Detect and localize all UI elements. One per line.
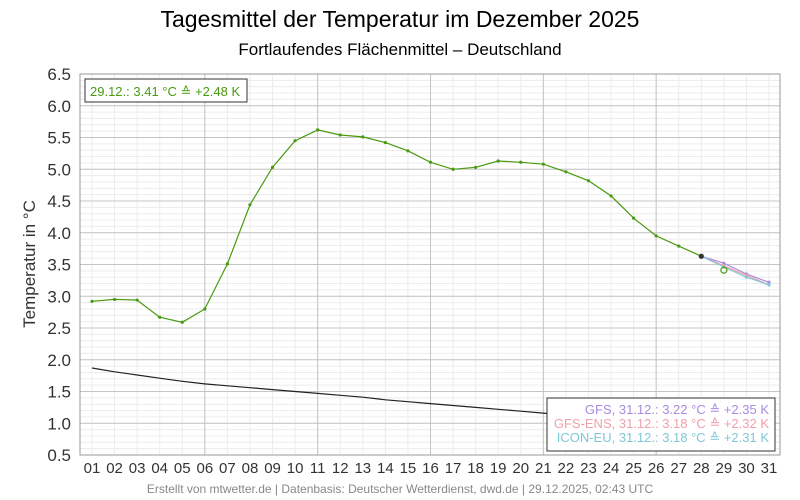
- y-tick-label: 6.5: [47, 65, 71, 84]
- x-tick-label: 10: [287, 460, 304, 477]
- legend-box: [546, 397, 776, 452]
- y-tick-label: 1.5: [47, 383, 71, 402]
- observed-data-point: [496, 159, 500, 163]
- legend-entry: GFS-ENS, 31.12.: 3.18 °C ≙ +2.32 K: [554, 416, 769, 431]
- x-tick-label: 02: [106, 460, 123, 477]
- footer-credit: Erstellt von mtwetter.de | Datenbasis: D…: [146, 482, 654, 496]
- observed-data-point: [586, 179, 591, 183]
- observed-data-point: [428, 160, 433, 164]
- y-tick-label: 2.5: [47, 319, 71, 338]
- observed-data-point: [203, 307, 207, 311]
- annotation-box: [84, 78, 248, 103]
- observed-data-point: [451, 167, 455, 171]
- observed-data-point: [90, 299, 94, 303]
- observed-data-point: [338, 133, 342, 137]
- x-tick-label: 12: [332, 460, 349, 477]
- observed-data-point: [316, 128, 320, 132]
- observed-data-point: [383, 140, 387, 145]
- observed-data-point: [474, 165, 478, 169]
- x-tick-label: 15: [400, 460, 417, 477]
- x-tick-label: 05: [174, 460, 191, 477]
- y-tick-label: 0.5: [47, 446, 71, 465]
- icon-eu-data-point: [767, 283, 771, 287]
- x-tick-label: 20: [512, 460, 529, 477]
- y-tick-label: 1.0: [47, 414, 71, 433]
- x-tick-label: 24: [603, 460, 620, 477]
- x-tick-label: 22: [558, 460, 575, 477]
- x-tick-label: 13: [354, 460, 371, 477]
- x-tick-label: 17: [445, 460, 462, 477]
- y-tick-label: 3.5: [47, 256, 71, 275]
- observed-data-point: [677, 244, 681, 248]
- x-tick-label: 14: [377, 460, 394, 477]
- observed-series-line: [91, 129, 702, 323]
- observed-data-point: [112, 297, 117, 302]
- icon-eu-data-point: [744, 275, 749, 279]
- y-tick-label: 5.5: [47, 129, 71, 148]
- x-tick-label: 26: [648, 460, 665, 477]
- annotation-text: 29.12.: 3.41 °C ≙ +2.48 K: [90, 84, 240, 99]
- x-tick-label: 04: [151, 460, 168, 477]
- observed-data-point: [225, 262, 229, 266]
- x-tick-label: 03: [129, 460, 146, 477]
- y-tick-label: 5.0: [47, 160, 71, 179]
- observed-data-point: [293, 139, 297, 143]
- gfs-series-line: [701, 255, 770, 283]
- x-tick-label: 19: [490, 460, 507, 477]
- observed-data-point: [361, 135, 365, 139]
- observed-data-point: [519, 160, 523, 164]
- gfs-data-point: [722, 261, 726, 265]
- y-tick-label: 6.0: [47, 97, 71, 116]
- x-tick-label: 08: [242, 460, 259, 477]
- x-tick-label: 07: [219, 460, 236, 477]
- y-axis-label: Temperatur in °C: [20, 200, 39, 328]
- y-tick-label: 3.0: [47, 287, 71, 306]
- x-tick-label: 11: [310, 460, 326, 477]
- observed-data-point: [248, 203, 252, 207]
- chart-subtitle: Fortlaufendes Flächenmittel – Deutschlan…: [238, 40, 562, 59]
- observed-data-point: [406, 149, 410, 153]
- x-tick-label: 28: [693, 460, 710, 477]
- x-tick-label: 25: [625, 460, 642, 477]
- x-tick-label: 21: [535, 460, 552, 477]
- gfs-data-point: [767, 280, 771, 284]
- observed-data-point: [632, 216, 636, 220]
- legend-entry: ICON-EU, 31.12.: 3.18 °C ≙ +2.31 K: [557, 430, 770, 445]
- x-tick-label: 09: [264, 460, 281, 477]
- x-tick-label: 29: [716, 460, 733, 477]
- chart-title: Tagesmittel der Temperatur im Dezember 2…: [160, 6, 640, 32]
- x-tick-label: 16: [422, 460, 439, 477]
- current-mean-marker: [720, 266, 728, 274]
- y-tick-label: 2.0: [47, 351, 71, 370]
- x-tick-label: 18: [467, 460, 484, 477]
- observed-data-point: [135, 298, 139, 302]
- forecast-start-marker: [698, 253, 704, 259]
- observed-data-point: [541, 162, 545, 166]
- x-tick-label: 06: [196, 460, 213, 477]
- x-tick-label: 30: [738, 460, 755, 477]
- observed-data-point: [654, 234, 658, 238]
- observed-data-point: [180, 320, 184, 324]
- y-tick-label: 4.0: [47, 224, 71, 243]
- x-tick-label: 27: [670, 460, 687, 477]
- observed-data-point: [270, 165, 275, 169]
- y-tick-label: 4.5: [47, 192, 71, 211]
- legend-entry: GFS, 31.12.: 3.22 °C ≙ +2.35 K: [585, 402, 769, 417]
- icon-eu-series-line: [701, 255, 770, 286]
- observed-data-point: [564, 170, 568, 174]
- x-tick-label: 23: [580, 460, 597, 477]
- observed-data-point: [609, 194, 613, 198]
- x-tick-label: 01: [84, 460, 101, 477]
- observed-data-point: [158, 315, 162, 319]
- plot-frame: [79, 73, 781, 456]
- x-tick-label: 31: [761, 460, 778, 477]
